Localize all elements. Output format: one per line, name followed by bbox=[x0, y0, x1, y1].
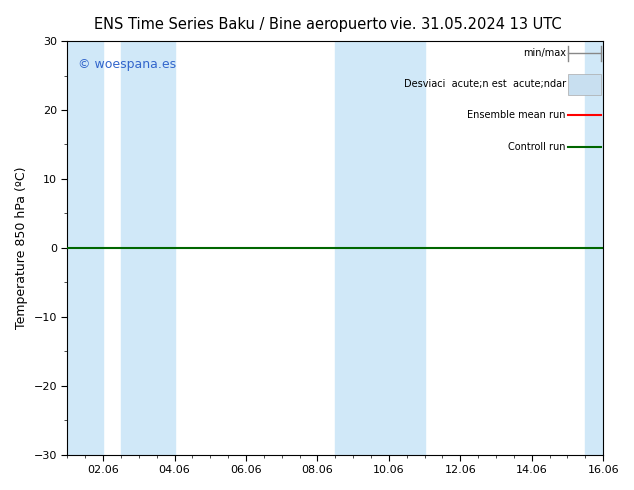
Bar bbox=[585, 41, 603, 455]
Bar bbox=[407, 41, 425, 455]
Bar bbox=[568, 74, 600, 95]
Text: Desviaci  acute;n est  acute;ndar: Desviaci acute;n est acute;ndar bbox=[404, 79, 566, 90]
Text: vie. 31.05.2024 13 UTC: vie. 31.05.2024 13 UTC bbox=[390, 17, 561, 32]
Text: Controll run: Controll run bbox=[508, 142, 566, 151]
Y-axis label: Temperature 850 hPa (ºC): Temperature 850 hPa (ºC) bbox=[15, 167, 28, 329]
Text: Ensemble mean run: Ensemble mean run bbox=[467, 110, 566, 121]
Bar bbox=[121, 41, 174, 455]
Text: © woespana.es: © woespana.es bbox=[78, 58, 176, 71]
Text: ENS Time Series Baku / Bine aeropuerto: ENS Time Series Baku / Bine aeropuerto bbox=[94, 17, 387, 32]
Text: min/max: min/max bbox=[522, 49, 566, 58]
Bar bbox=[335, 41, 407, 455]
Bar bbox=[67, 41, 103, 455]
